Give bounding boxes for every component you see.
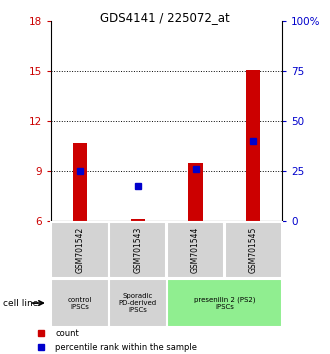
Text: GDS4141 / 225072_at: GDS4141 / 225072_at — [100, 11, 230, 24]
Bar — [131, 219, 145, 221]
Bar — [51, 222, 109, 278]
Text: GSM701542: GSM701542 — [76, 227, 84, 273]
Bar — [51, 279, 109, 327]
Text: cell line: cell line — [3, 298, 39, 308]
Bar — [167, 222, 224, 278]
Bar — [109, 279, 167, 327]
Text: presenilin 2 (PS2)
iPSCs: presenilin 2 (PS2) iPSCs — [194, 296, 255, 310]
Bar — [167, 279, 282, 327]
Text: GSM701544: GSM701544 — [191, 227, 200, 273]
Text: percentile rank within the sample: percentile rank within the sample — [55, 343, 197, 352]
Text: GSM701545: GSM701545 — [249, 227, 258, 273]
Bar — [246, 70, 260, 221]
Bar — [225, 222, 282, 278]
Text: count: count — [55, 329, 79, 338]
Text: Sporadic
PD-derived
iPSCs: Sporadic PD-derived iPSCs — [119, 293, 157, 313]
Text: GSM701543: GSM701543 — [133, 227, 142, 273]
Text: control
IPSCs: control IPSCs — [68, 297, 92, 309]
Bar — [109, 222, 166, 278]
Bar — [73, 143, 87, 221]
Bar — [188, 163, 203, 221]
